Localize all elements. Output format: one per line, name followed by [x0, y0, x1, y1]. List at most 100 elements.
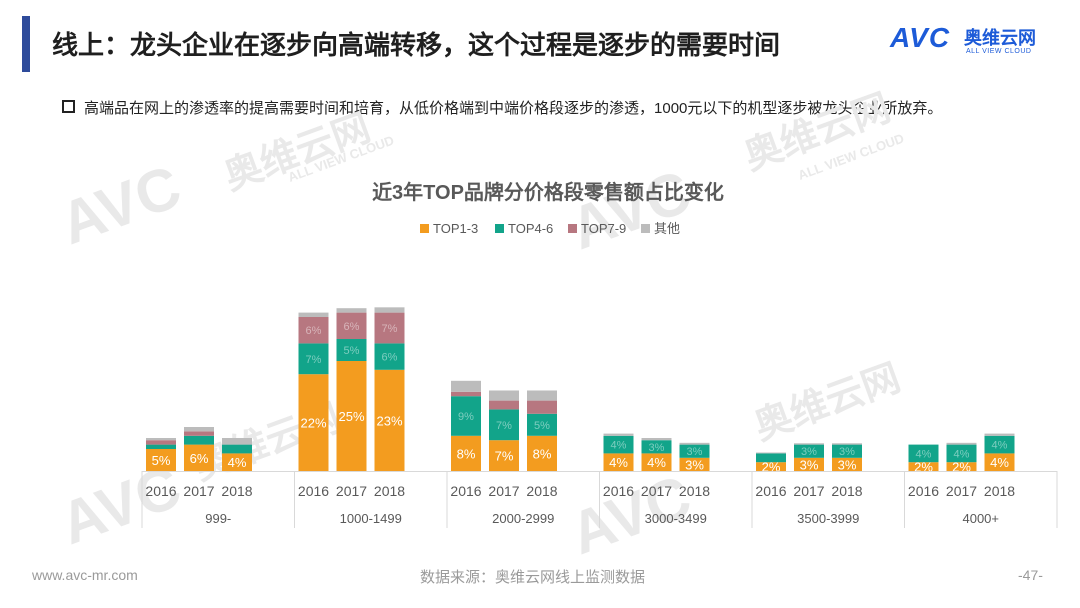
- data-label: 5%: [344, 345, 360, 357]
- data-label: 4%: [916, 448, 932, 460]
- bar-top1-3-2000-2999-2018: [527, 435, 557, 471]
- data-label: 6%: [382, 352, 398, 364]
- bar-top1-3-999--2016: [146, 449, 176, 471]
- bar-top4-6-2000-2999-2017: [489, 409, 519, 441]
- bullet-point: 高端品在网上的渗透率的提高需要时间和培育，从低价格端到中端价格段逐步的渗透，10…: [62, 97, 942, 118]
- bar-top4-6-4000+-2016: [908, 444, 939, 463]
- bar-top4-6-3500-3999-2017: [794, 444, 824, 458]
- x-tick-label: 2017: [946, 483, 977, 499]
- data-label: 7%: [382, 323, 398, 335]
- bar-other-999--2016: [146, 438, 176, 441]
- bar-other-3000-3499-2018: [679, 442, 710, 445]
- chart-bars: 5% 6% 4% 22% 7% 6% 25% 5% 6% 23% 6% 7% 8% 9% 7% 7% 8% 5% 4…: [146, 307, 1015, 475]
- data-label: 2%: [952, 460, 971, 475]
- watermark-mark: AVC: [52, 152, 190, 257]
- bar-other-1000-1499-2016: [298, 312, 329, 317]
- data-label: 3%: [685, 457, 704, 472]
- bar-top7-9-2000-2999-2016: [451, 391, 481, 397]
- x-tick-label: 2016: [450, 483, 481, 499]
- data-label: 2%: [762, 460, 781, 475]
- bar-top1-3-999--2018: [222, 453, 252, 471]
- data-label: 4%: [954, 448, 970, 460]
- legend-swatch-top1-3: [420, 224, 429, 233]
- bar-top1-3-3000-3499-2016: [603, 453, 634, 471]
- logo-en-name: ALL VIEW CLOUD: [966, 48, 1032, 55]
- bar-top4-6-999--2018: [222, 444, 252, 454]
- data-label: 4%: [228, 455, 247, 470]
- legend-swatch-top7-9: [568, 224, 577, 233]
- data-label: 7%: [496, 420, 512, 432]
- x-group-label: 3000-3499: [645, 511, 707, 526]
- bar-top4-6-1000-1499-2017: [336, 339, 367, 361]
- avc-logo: AVC 奥维云网 ALL VIEW CLOUD: [890, 22, 1060, 62]
- bar-top7-9-2000-2999-2018: [527, 400, 557, 414]
- x-tick-label: 2018: [221, 483, 252, 499]
- data-label: 5%: [534, 420, 550, 432]
- x-tick-label: 2016: [298, 483, 329, 499]
- watermark-cn: 奥维云网: [749, 357, 906, 448]
- x-tick-label: 2016: [755, 483, 786, 499]
- bar-top4-6-2000-2999-2016: [451, 396, 481, 436]
- x-tick-label: 2017: [183, 483, 214, 499]
- data-label: 23%: [376, 413, 402, 428]
- bar-other-3500-3999-2017: [794, 443, 824, 445]
- legend-swatch-other: [641, 224, 650, 233]
- legend-label-other: 其他: [654, 221, 680, 236]
- bar-top4-6-1000-1499-2016: [298, 343, 329, 375]
- x-tick-label: 2018: [679, 483, 710, 499]
- x-tick-label: 2017: [641, 483, 672, 499]
- data-label: 5%: [152, 453, 171, 468]
- bar-top4-6-999--2016: [146, 444, 176, 449]
- data-label: 6%: [344, 321, 360, 333]
- bar-top4-6-3000-3499-2018: [679, 444, 710, 458]
- header-accent-bar: [22, 16, 30, 72]
- bar-other-3500-3999-2018: [832, 443, 862, 445]
- bar-top1-3-4000+-2017: [946, 462, 977, 471]
- x-group-label: 3500-3999: [797, 511, 859, 526]
- bar-other-1000-1499-2017: [336, 308, 367, 313]
- bar-top4-6-1000-1499-2018: [374, 343, 405, 370]
- chart-title: 近3年TOP品牌分价格段零售额占比变化: [372, 180, 724, 204]
- data-label: 4%: [609, 455, 628, 470]
- data-label: 7%: [495, 449, 514, 464]
- bar-top1-3-1000-1499-2018: [374, 369, 405, 471]
- x-group-label: 999-: [205, 511, 231, 526]
- bar-top7-9-1000-1499-2016: [298, 317, 329, 344]
- chart-legend: TOP1-3 TOP4-6 TOP7-9 其他: [420, 221, 680, 236]
- bar-top7-9-2000-2999-2017: [489, 400, 519, 410]
- bar-top1-3-4000+-2016: [908, 462, 939, 471]
- x-tick-label: 2017: [336, 483, 367, 499]
- bar-top4-6-3000-3499-2017: [641, 440, 672, 454]
- bar-top1-3-3000-3499-2018: [679, 457, 710, 471]
- bar-other-999--2018: [222, 438, 252, 445]
- x-tick-label: 2016: [145, 483, 176, 499]
- data-label: 4%: [992, 440, 1008, 452]
- data-label: 25%: [338, 409, 364, 424]
- bar-top4-6-2000-2999-2018: [527, 413, 557, 436]
- data-label: 3%: [800, 457, 819, 472]
- bar-other-3000-3499-2016: [603, 433, 634, 436]
- data-label: 22%: [300, 416, 326, 431]
- bar-top4-6-3500-3999-2018: [832, 444, 862, 458]
- bar-other-2000-2999-2017: [489, 390, 519, 401]
- bar-other-2000-2999-2018: [527, 390, 557, 401]
- data-label: 6%: [190, 451, 209, 466]
- bar-top1-3-1000-1499-2017: [336, 361, 367, 471]
- data-label: 3%: [649, 442, 665, 454]
- bullet-text: 高端品在网上的渗透率的提高需要时间和培育，从低价格端到中端价格段逐步的渗透，10…: [84, 100, 943, 117]
- x-tick-label: 2018: [374, 483, 405, 499]
- bar-other-999--2017: [184, 427, 214, 432]
- bar-top1-3-999--2017: [184, 444, 214, 471]
- data-label: 7%: [306, 354, 322, 366]
- bar-other-2000-2999-2016: [451, 380, 481, 392]
- legend-label-top7-9: TOP7-9: [581, 221, 626, 236]
- bar-other-4000+-2018: [984, 433, 1015, 436]
- bar-other-1000-1499-2018: [374, 307, 405, 313]
- data-label: 3%: [839, 446, 855, 458]
- bar-top4-6-4000+-2017: [946, 444, 977, 463]
- x-tick-label: 2017: [793, 483, 824, 499]
- x-tick-label: 2017: [488, 483, 519, 499]
- legend-label-top4-6: TOP4-6: [508, 221, 553, 236]
- data-label: 3%: [687, 446, 703, 458]
- x-group-label: 1000-1499: [340, 511, 402, 526]
